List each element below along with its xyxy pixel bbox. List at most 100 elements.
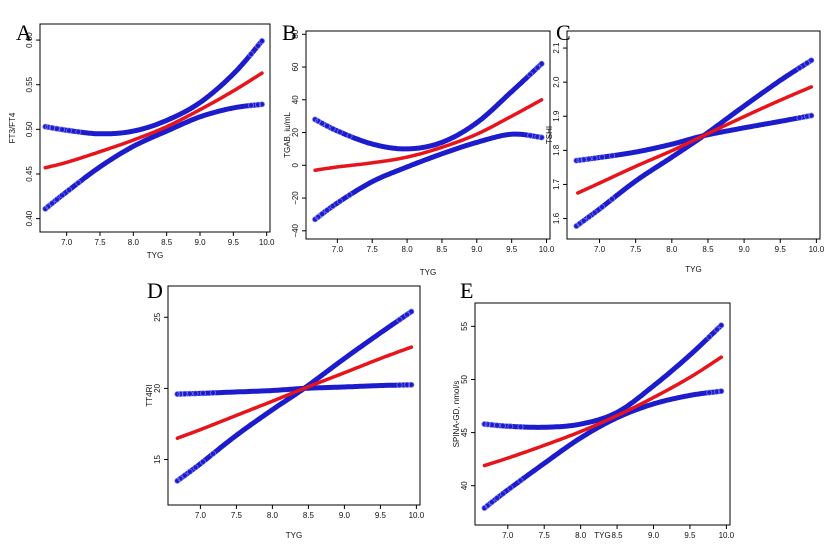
- fit-point: [331, 165, 335, 170]
- x-tick-label: 9.0: [739, 245, 751, 254]
- x-tick-label: 9.0: [339, 511, 351, 520]
- ci-marker: [53, 196, 60, 203]
- ci-marker: [599, 204, 606, 210]
- x-tick-label: 7.5: [94, 238, 106, 247]
- ci-marker: [576, 157, 583, 164]
- y-tick-label: 40: [291, 95, 300, 104]
- ci-marker: [718, 322, 725, 329]
- ci-marker: [796, 64, 803, 71]
- panel-letter: E: [460, 278, 473, 303]
- ci-marker: [192, 390, 199, 397]
- y-axis-title: FT3/FT4: [8, 112, 17, 143]
- y-tick-label: 0.50: [25, 121, 34, 137]
- x-axis-title: TYG: [147, 251, 163, 260]
- fit-point: [352, 163, 356, 167]
- y-tick-label: 45: [460, 428, 469, 437]
- y-tick-label: 1.9: [552, 110, 561, 122]
- fit-point: [492, 460, 496, 465]
- ci-marker: [329, 125, 336, 132]
- ci-marker: [59, 126, 66, 133]
- ci-marker: [808, 112, 815, 119]
- ci-marker: [573, 157, 580, 164]
- y-tick-label: 1.6: [552, 212, 561, 224]
- plot-frame: [566, 30, 821, 240]
- x-tick-label: 8.0: [402, 245, 414, 254]
- plot-frame: [39, 23, 271, 233]
- panel-letter: A: [16, 20, 32, 45]
- y-tick-label: 50: [460, 374, 469, 383]
- fit-point-group: [313, 163, 356, 172]
- fit-point: [501, 458, 505, 462]
- x-tick-label: 8.5: [436, 245, 448, 254]
- panel-a: A 7.0 7.5 8.0 8.5 9.0 9.5 10.0 0.40 0.45 0.50 0.55 0…: [8, 20, 275, 260]
- y-tick-label: 40: [460, 481, 469, 490]
- ci-marker: [396, 316, 403, 323]
- y-tick-label: 0.45: [25, 166, 34, 182]
- ci-marker: [192, 464, 199, 471]
- ci-marker: [580, 217, 587, 224]
- ci-marker: [45, 203, 52, 210]
- ci-marker: [186, 468, 193, 475]
- y-axis-title: TGAB, iu/mL: [283, 112, 292, 158]
- ci-marker: [177, 391, 184, 397]
- fit-point: [45, 165, 50, 169]
- ci-marker: [324, 123, 331, 129]
- ci-line-lower: [482, 388, 724, 511]
- ci-marker: [804, 113, 810, 120]
- ci-line-lower: [174, 309, 414, 484]
- fit-point: [578, 190, 582, 194]
- ci-marker: [42, 123, 49, 130]
- ci-marker: [181, 472, 188, 479]
- x-tick-label: 10.0: [719, 531, 735, 540]
- fit-point: [593, 183, 597, 187]
- ci-marker: [534, 64, 541, 71]
- y-tick-label: −20: [291, 191, 300, 205]
- panel-d: D 7.0 7.5 8.0 8.5 9.0 9.5 10.0 15 20 25 TYG TT4RI: [145, 278, 425, 540]
- y-tick-label: 0.40: [25, 210, 34, 226]
- plot-frame: [167, 285, 421, 506]
- ci-marker: [408, 381, 415, 388]
- x-tick-label: 7.0: [61, 238, 73, 247]
- fit-point: [488, 462, 492, 466]
- ci-marker: [538, 60, 545, 67]
- ci-marker: [259, 38, 265, 44]
- x-tick-label: 8.0: [128, 238, 140, 247]
- ci-marker: [713, 326, 720, 333]
- ci-marker: [75, 179, 82, 186]
- y-tick-label: 2.1: [552, 42, 561, 54]
- ci-marker: [174, 391, 181, 398]
- ci-marker: [49, 124, 56, 131]
- ci-marker: [210, 450, 216, 457]
- x-tick-label: 8.0: [575, 531, 587, 540]
- x-tick-label: 9.5: [506, 245, 518, 254]
- ci-marker: [259, 101, 265, 108]
- ci-marker-group-upper: [481, 322, 725, 430]
- x-tick-label: 9.0: [648, 531, 660, 540]
- x-tick-label: 9.0: [471, 245, 483, 254]
- fit-point: [588, 185, 593, 189]
- x-tick-label: 8.0: [267, 511, 279, 520]
- ci-marker: [591, 155, 598, 162]
- ci-marker-group-lower: [573, 57, 815, 229]
- ci-marker: [336, 198, 343, 205]
- panel-c: C 7.0 7.5 8.0 8.5 9.0 9.5 10.0 1.6 1.7 1.8 1.9 2.0 2.…: [545, 20, 825, 274]
- ci-marker: [599, 154, 606, 161]
- ci-line-lower: [312, 131, 545, 222]
- ci-line-lower: [42, 101, 265, 212]
- fit-point: [65, 160, 69, 164]
- ci-marker: [45, 124, 52, 131]
- fit-point: [80, 155, 85, 160]
- ci-line-upper: [482, 322, 724, 430]
- fit-point: [581, 189, 585, 193]
- x-axis-title: TYG: [420, 268, 436, 277]
- ci-marker: [499, 422, 506, 429]
- panel-letter: D: [147, 278, 163, 303]
- x-tick-label: 7.5: [367, 245, 379, 254]
- x-tick-label: 8.5: [161, 238, 173, 247]
- ci-marker: [609, 152, 616, 159]
- ci-line-lower: [573, 57, 814, 229]
- ci-marker: [408, 308, 415, 315]
- x-tick-label: 9.5: [375, 511, 387, 520]
- ci-marker: [248, 51, 255, 58]
- ci-marker: [585, 156, 592, 162]
